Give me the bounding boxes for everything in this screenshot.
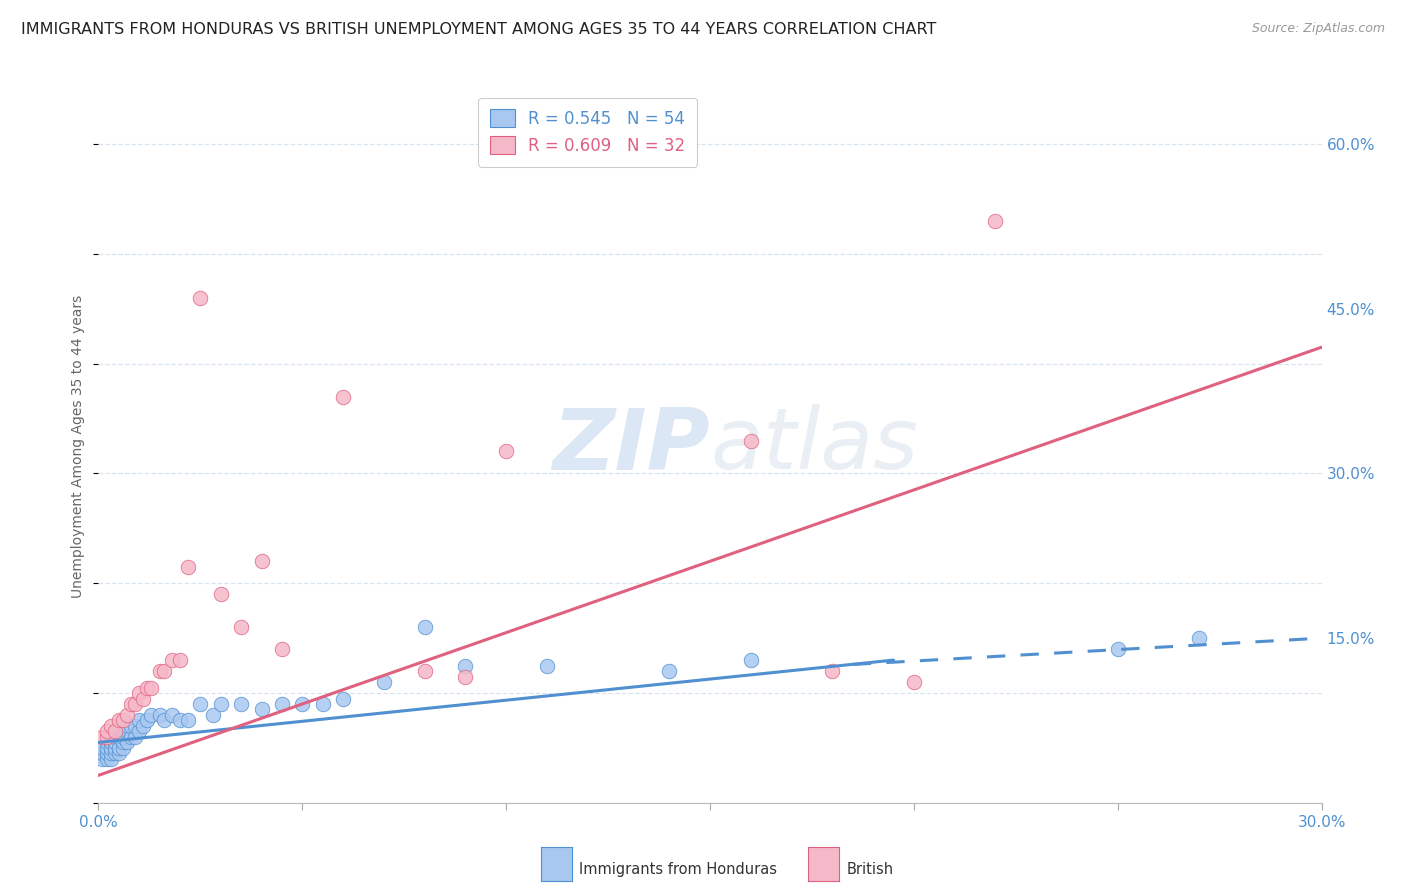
Point	[821, 664, 844, 678]
Point	[120, 719, 142, 733]
Point	[291, 697, 314, 711]
Point	[188, 697, 212, 711]
Point	[115, 735, 138, 749]
Point	[132, 719, 155, 733]
Point	[115, 708, 138, 723]
Point	[149, 664, 172, 678]
Point	[104, 735, 127, 749]
Point	[111, 730, 134, 744]
Point	[132, 691, 155, 706]
Point	[100, 735, 122, 749]
Point	[104, 730, 127, 744]
Point	[332, 390, 354, 404]
Point	[111, 714, 134, 728]
Point	[740, 434, 762, 448]
Point	[454, 669, 477, 683]
Text: ZIP: ZIP	[553, 404, 710, 488]
Point	[100, 740, 122, 755]
Point	[413, 664, 436, 678]
Point	[141, 708, 163, 723]
Point	[209, 587, 232, 601]
Point	[100, 752, 122, 766]
Text: Source: ZipAtlas.com: Source: ZipAtlas.com	[1251, 22, 1385, 36]
Point	[1107, 642, 1129, 657]
Point	[209, 697, 232, 711]
Point	[160, 708, 183, 723]
Text: IMMIGRANTS FROM HONDURAS VS BRITISH UNEMPLOYMENT AMONG AGES 35 TO 44 YEARS CORRE: IMMIGRANTS FROM HONDURAS VS BRITISH UNEM…	[21, 22, 936, 37]
Point	[373, 675, 395, 690]
Point	[96, 752, 118, 766]
Point	[111, 740, 134, 755]
Point	[100, 747, 122, 761]
Point	[91, 747, 114, 761]
Point	[108, 747, 131, 761]
Point	[740, 653, 762, 667]
Point	[250, 702, 273, 716]
Point	[495, 444, 517, 458]
Point	[96, 735, 118, 749]
Point	[124, 697, 146, 711]
Point	[128, 714, 150, 728]
Point	[141, 681, 163, 695]
Point	[104, 724, 127, 739]
Text: Immigrants from Honduras: Immigrants from Honduras	[579, 863, 778, 877]
Point	[903, 675, 925, 690]
Point	[201, 708, 224, 723]
Y-axis label: Unemployment Among Ages 35 to 44 years: Unemployment Among Ages 35 to 44 years	[72, 294, 86, 598]
Point	[104, 740, 127, 755]
Point	[111, 735, 134, 749]
Point	[270, 642, 294, 657]
Point	[160, 653, 183, 667]
Point	[984, 214, 1007, 228]
Point	[96, 747, 118, 761]
Point	[152, 664, 174, 678]
Point	[91, 740, 114, 755]
Point	[104, 747, 127, 761]
Point	[312, 697, 335, 711]
Point	[108, 714, 131, 728]
Point	[128, 686, 150, 700]
Point	[108, 740, 131, 755]
Point	[177, 559, 200, 574]
Point	[231, 697, 253, 711]
Point	[96, 724, 118, 739]
Point	[169, 714, 191, 728]
Text: atlas: atlas	[710, 404, 918, 488]
Point	[332, 691, 354, 706]
Point	[152, 714, 174, 728]
Point	[136, 681, 159, 695]
Point	[115, 719, 138, 733]
Point	[136, 714, 159, 728]
Point	[124, 730, 146, 744]
Point	[177, 714, 200, 728]
Point	[120, 697, 142, 711]
Point	[250, 554, 273, 568]
Point	[169, 653, 191, 667]
Point	[108, 730, 131, 744]
Point	[454, 658, 477, 673]
Point	[658, 664, 681, 678]
Point	[149, 708, 172, 723]
Point	[1188, 631, 1211, 645]
Point	[91, 730, 114, 744]
Point	[91, 752, 114, 766]
Point	[231, 620, 253, 634]
Point	[100, 719, 122, 733]
Point	[188, 291, 212, 305]
Text: British: British	[846, 863, 894, 877]
Legend: R = 0.545   N = 54, R = 0.609   N = 32: R = 0.545 N = 54, R = 0.609 N = 32	[478, 97, 697, 167]
Point	[536, 658, 558, 673]
Point	[413, 620, 436, 634]
Point	[128, 724, 150, 739]
Point	[96, 730, 118, 744]
Point	[96, 740, 118, 755]
Point	[124, 719, 146, 733]
Point	[120, 730, 142, 744]
Point	[270, 697, 294, 711]
